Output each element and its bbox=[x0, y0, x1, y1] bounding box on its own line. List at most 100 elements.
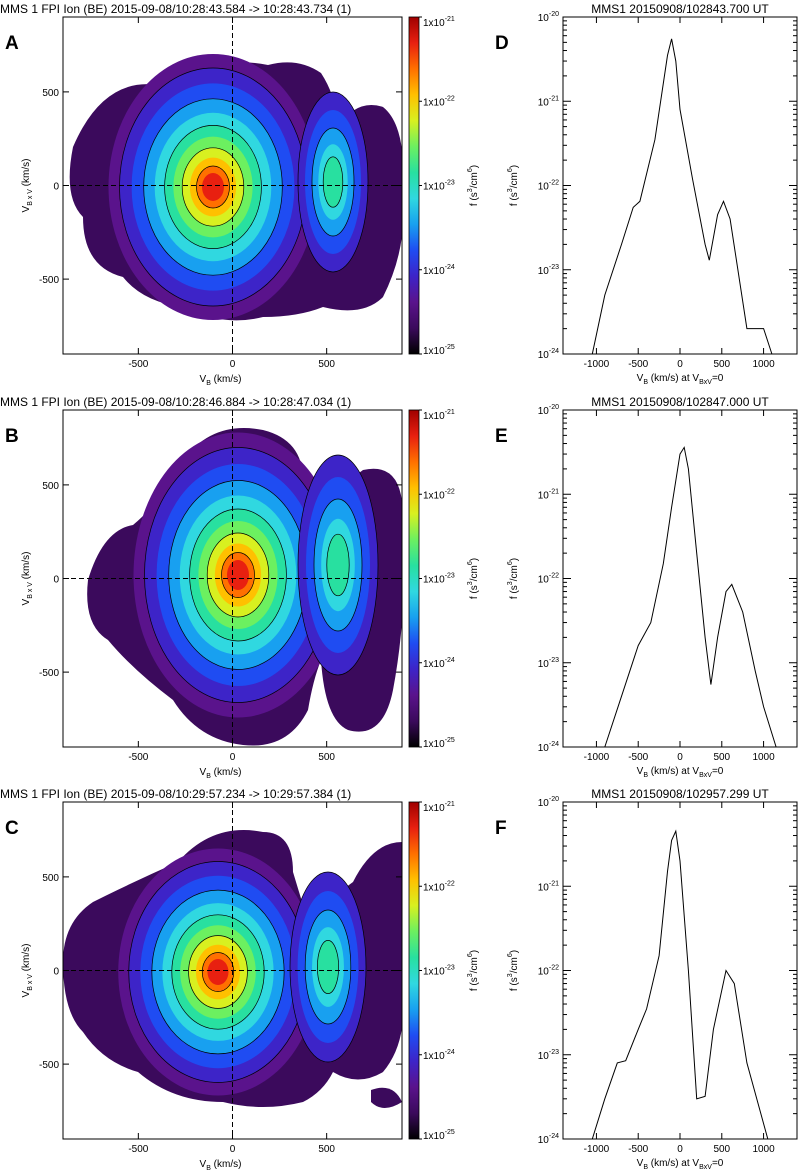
plot-frame bbox=[562, 16, 798, 355]
y-tick-label: 10-22 bbox=[538, 180, 559, 193]
colorbar-tick-label: 1x10-24 bbox=[423, 264, 455, 277]
y-tick-label: -500 bbox=[39, 668, 59, 679]
panel-title: MMS1 20150908/102847.000 UT bbox=[591, 395, 769, 409]
y-tick-label: 10-22 bbox=[538, 965, 559, 978]
x-tick-label: -500 bbox=[128, 359, 148, 370]
plot-frame bbox=[562, 801, 798, 1140]
x-axis-label: VB (km/s) at VBxV=0 bbox=[637, 373, 724, 386]
contour-secondary bbox=[326, 533, 350, 597]
y-tick-label: 0 bbox=[53, 575, 59, 586]
line-panel-e: -1000 -500 0 500 1000 10-20 10-21 10-22 10-23 10-… bbox=[495, 395, 798, 779]
y-axis-label: VB x V (km/s) bbox=[21, 159, 34, 213]
y-tick-label: 10-20 bbox=[538, 404, 559, 417]
colorbar-tick-label: 1x10-25 bbox=[423, 344, 455, 357]
y-tick-label: 10-20 bbox=[538, 11, 559, 24]
colorbar-label: f (s3/cm6) bbox=[467, 165, 480, 206]
x-tick-label: 500 bbox=[713, 359, 730, 370]
x-axis-label: VB (km/s) at VBxV=0 bbox=[637, 1158, 724, 1171]
x-tick-label: -500 bbox=[628, 1144, 648, 1155]
colorbar-tick-label: 1x10-23 bbox=[423, 180, 455, 193]
x-axis-label: VB (km/s) at VBxV=0 bbox=[637, 766, 724, 779]
y-axis-label: f (s3/cm6) bbox=[507, 950, 520, 991]
y-tick-label: 10-22 bbox=[538, 573, 559, 586]
colorbar-tick-label: 1x10-23 bbox=[423, 573, 455, 586]
colorbar-tick-label: 1x10-25 bbox=[423, 1129, 455, 1142]
x-tick-label: -1000 bbox=[584, 1144, 610, 1155]
colorbar-tick-label: 1x10-22 bbox=[423, 880, 455, 893]
x-tick-label: 1000 bbox=[752, 359, 775, 370]
panel-label: A bbox=[5, 33, 19, 54]
panel-label: F bbox=[495, 818, 507, 839]
colorbar-tick-label: 1x10-22 bbox=[423, 488, 455, 501]
y-tick-label: 500 bbox=[42, 873, 59, 884]
x-tick-label: 0 bbox=[230, 752, 236, 763]
y-tick-label: -500 bbox=[39, 1060, 59, 1071]
x-tick-label: 0 bbox=[677, 1144, 683, 1155]
y-tick-label: 0 bbox=[53, 967, 59, 978]
panel-label: C bbox=[5, 818, 19, 839]
colorbar-tick-label: 1x10-23 bbox=[423, 965, 455, 978]
x-tick-label: 0 bbox=[230, 359, 236, 370]
y-tick-label: 10-24 bbox=[538, 741, 559, 754]
colorbar-tick-label: 1x10-21 bbox=[423, 801, 455, 814]
y-axis-label: f (s3/cm6) bbox=[507, 165, 520, 206]
panel-title: MMS1 20150908/102957.299 UT bbox=[591, 787, 769, 801]
contour-secondary bbox=[317, 940, 339, 994]
y-axis-label: f (s3/cm6) bbox=[507, 558, 520, 599]
panel-label: B bbox=[5, 426, 19, 447]
y-axis-label: VB x V (km/s) bbox=[21, 944, 34, 998]
x-tick-label: 500 bbox=[713, 752, 730, 763]
colorbar bbox=[408, 16, 420, 355]
x-tick-label: 1000 bbox=[752, 752, 775, 763]
plot-frame bbox=[562, 409, 798, 748]
colorbar-tick-label: 1x10-21 bbox=[423, 409, 455, 422]
contour-main bbox=[227, 560, 249, 590]
distribution-curve bbox=[591, 38, 773, 355]
colorbar-label: f (s3/cm6) bbox=[467, 950, 480, 991]
contour-secondary bbox=[322, 156, 344, 208]
colorbar-tick-label: 1x10-24 bbox=[423, 657, 455, 670]
colorbar-tick-label: 1x10-21 bbox=[423, 16, 455, 29]
y-tick-label: 10-23 bbox=[538, 657, 559, 670]
heatmap-panel-b: -500 -500 0 0 500 500 VB (km/s) VB x V (km/s) MM… bbox=[0, 395, 480, 780]
line-panel-d: -1000 -500 0 500 1000 10-20 10-21 10-22 10-23 10-… bbox=[495, 2, 798, 386]
x-axis-label: VB (km/s) bbox=[200, 767, 242, 780]
x-tick-label: 1000 bbox=[752, 1144, 775, 1155]
y-tick-label: 500 bbox=[42, 481, 59, 492]
panel-title: MMS 1 FPI Ion (BE) 2015-09-08/10:29:57.2… bbox=[0, 787, 351, 801]
x-tick-label: 500 bbox=[713, 1144, 730, 1155]
x-tick-label: 500 bbox=[318, 1144, 335, 1155]
heatmap-panel-c: -500 -500 0 0 500 500 VB (km/s) VB x V (km/s) MM… bbox=[0, 787, 480, 1172]
y-tick-label: 10-21 bbox=[538, 488, 559, 501]
x-tick-label: -1000 bbox=[584, 752, 610, 763]
y-tick-label: -500 bbox=[39, 275, 59, 286]
panel-title: MMS1 20150908/102843.700 UT bbox=[591, 2, 769, 16]
colorbar bbox=[408, 801, 420, 1140]
y-tick-label: 0 bbox=[53, 182, 59, 193]
y-tick-label: 10-24 bbox=[538, 1133, 559, 1146]
x-tick-label: -500 bbox=[628, 752, 648, 763]
panel-title: MMS 1 FPI Ion (BE) 2015-09-08/10:28:43.5… bbox=[0, 2, 351, 16]
x-tick-label: -500 bbox=[128, 752, 148, 763]
contour-main bbox=[207, 959, 229, 985]
colorbar-tick-label: 1x10-22 bbox=[423, 95, 455, 108]
x-tick-label: -500 bbox=[628, 359, 648, 370]
colorbar-tick-label: 1x10-25 bbox=[423, 737, 455, 750]
x-axis-label: VB (km/s) bbox=[200, 374, 242, 387]
y-tick-label: 10-21 bbox=[538, 95, 559, 108]
x-tick-label: 500 bbox=[318, 752, 335, 763]
colorbar-label: f (s3/cm6) bbox=[467, 558, 480, 599]
x-tick-label: 500 bbox=[318, 359, 335, 370]
x-axis-label: VB (km/s) bbox=[200, 1159, 242, 1172]
x-tick-label: 0 bbox=[677, 359, 683, 370]
y-tick-label: 10-24 bbox=[538, 348, 559, 361]
line-panel-f: -1000 -500 0 500 1000 10-20 10-21 10-22 10-23 10-… bbox=[495, 787, 798, 1171]
x-tick-label: 0 bbox=[230, 1144, 236, 1155]
y-tick-label: 10-23 bbox=[538, 264, 559, 277]
distribution-island bbox=[371, 1087, 402, 1108]
heatmap-panel-a: -500 -500 0 0 500 500 VB (km/s) VB x V (km/s) MM… bbox=[0, 2, 480, 387]
panel-label: E bbox=[495, 426, 508, 447]
y-tick-label: 10-20 bbox=[538, 796, 559, 809]
x-tick-label: 0 bbox=[677, 752, 683, 763]
